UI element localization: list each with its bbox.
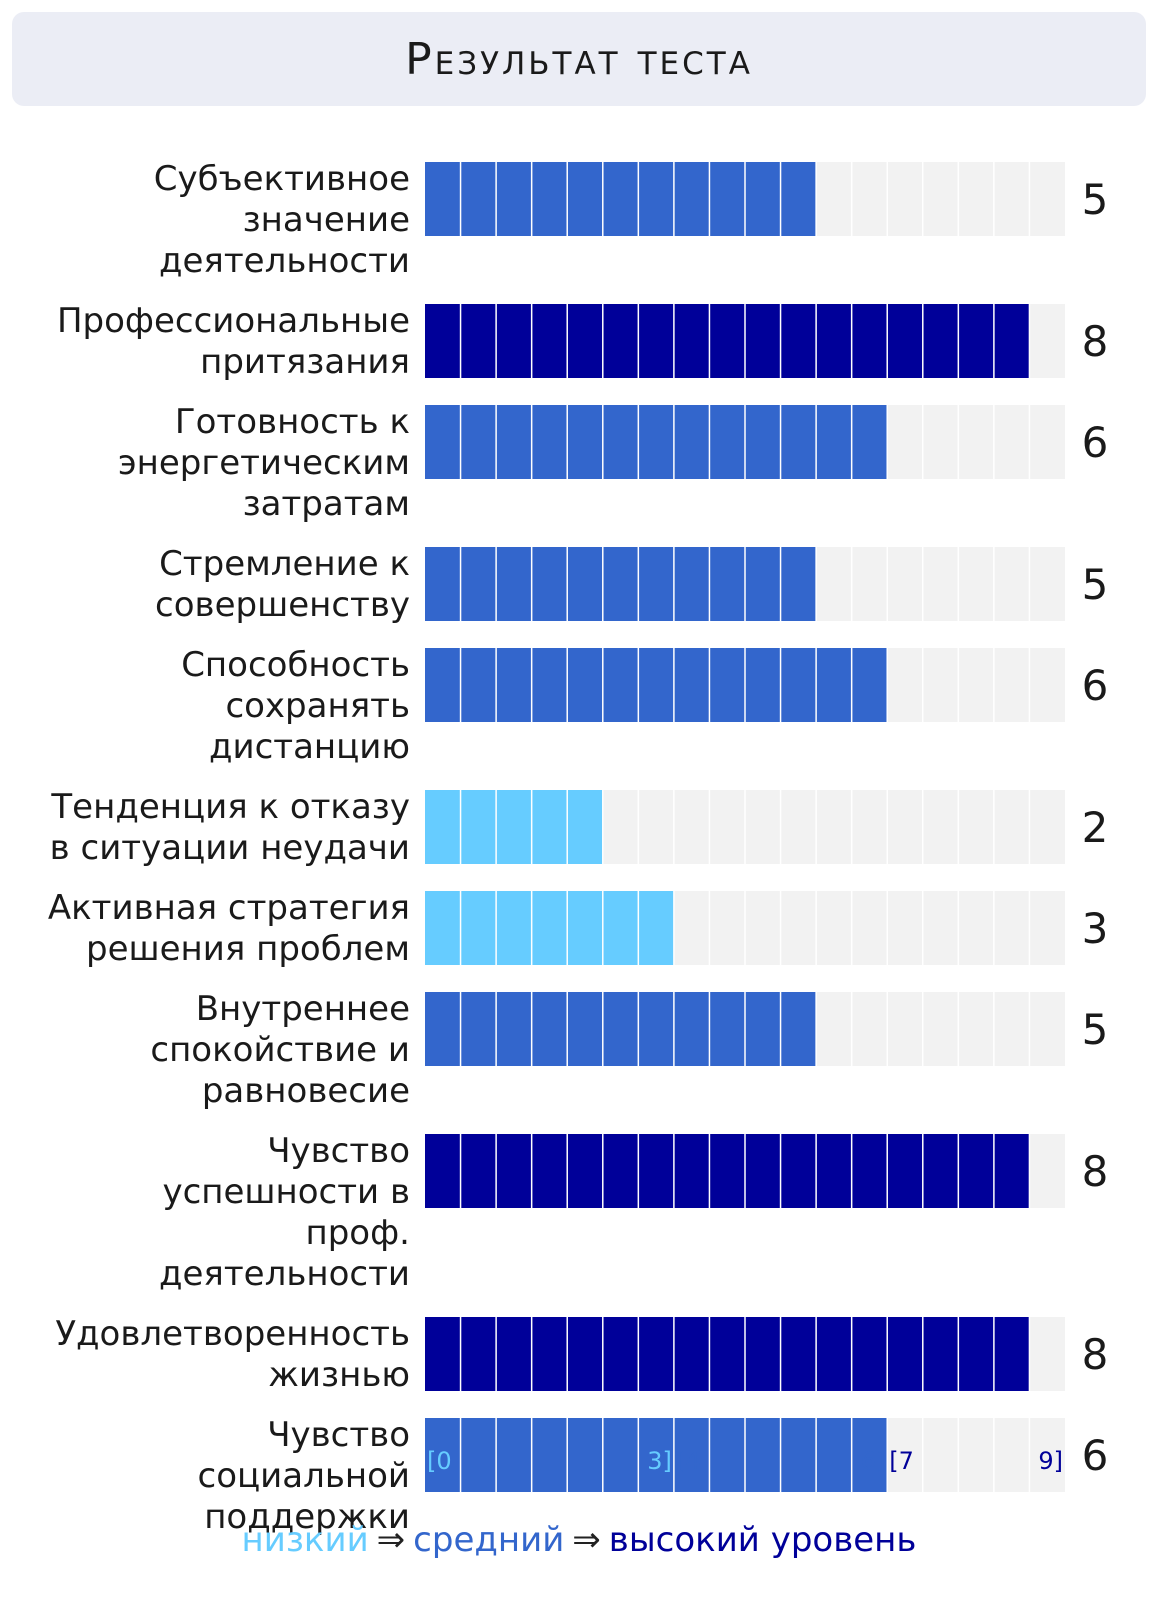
- legend-low: низкий: [241, 1520, 369, 1560]
- bar: [425, 405, 888, 479]
- value-label: 5: [1082, 560, 1109, 609]
- bar-label: проф.: [306, 1213, 411, 1253]
- bar: [425, 547, 817, 621]
- bar-label: дистанцию: [209, 727, 410, 767]
- scale-tick-label: [7: [889, 1447, 914, 1475]
- bar-label: деятельности: [159, 1254, 410, 1294]
- scale-tick-label: [4: [676, 1447, 701, 1475]
- scale-tick-label: 6]: [861, 1447, 886, 1475]
- page-title: Результат теста: [405, 33, 753, 85]
- bar-label: жизнью: [268, 1355, 410, 1395]
- result-header: Результат теста: [12, 12, 1146, 106]
- bar-label: Профессиональные: [57, 301, 410, 341]
- value-label: 3: [1082, 904, 1109, 953]
- bar-label: Удовлетворенность: [55, 1314, 410, 1354]
- bar-label: Стремление к: [159, 544, 410, 584]
- bar-label: Чувство: [267, 1131, 410, 1171]
- bar: [425, 790, 603, 864]
- bar: [425, 1134, 1030, 1208]
- bar-label: энергетическим: [118, 443, 410, 483]
- bar: [425, 1418, 888, 1492]
- bar-label: спокойствие и: [150, 1030, 410, 1070]
- legend-medium: средний: [413, 1520, 565, 1560]
- bar-label: притязания: [200, 342, 410, 382]
- legend-arrow-icon: ⇒: [376, 1520, 406, 1560]
- bar-label: совершенству: [155, 585, 410, 625]
- bar: [425, 992, 817, 1066]
- bar-label: Тенденция к отказу: [50, 787, 410, 827]
- bar-label: успешности в: [162, 1172, 410, 1212]
- bar: [425, 648, 888, 722]
- value-label: 6: [1082, 418, 1109, 467]
- bar-label: затратам: [243, 484, 410, 524]
- scale-tick-label: 3]: [647, 1447, 672, 1475]
- bar-label: социальной: [198, 1456, 410, 1496]
- value-label: 5: [1082, 175, 1109, 224]
- bar-label: Внутреннее: [196, 989, 410, 1029]
- bar-label: в ситуации неудачи: [50, 828, 410, 868]
- bar-label: поддержки: [204, 1497, 410, 1537]
- value-label: 5: [1082, 1005, 1109, 1054]
- bar: [425, 891, 674, 965]
- value-label: 6: [1082, 661, 1109, 710]
- value-label: 6: [1082, 1431, 1109, 1480]
- scale-tick-label: [0: [427, 1447, 452, 1475]
- bar: [425, 1317, 1030, 1391]
- bar-label: Активная стратегия: [48, 888, 410, 928]
- bar-label: Субъективное: [154, 159, 410, 199]
- value-label: 8: [1082, 317, 1109, 366]
- bar-label: решения проблем: [86, 929, 410, 969]
- level-legend: низкий ⇒ средний ⇒ высокий уровень: [0, 1520, 1158, 1560]
- bar-label: Готовность к: [175, 402, 410, 442]
- value-label: 8: [1082, 1147, 1109, 1196]
- bar-label: Способность: [181, 645, 410, 685]
- scale-tick-label: 9]: [1038, 1447, 1063, 1475]
- value-label: 8: [1082, 1330, 1109, 1379]
- bar: [425, 162, 817, 236]
- bar-label: равновесие: [202, 1071, 410, 1111]
- bar: [425, 304, 1030, 378]
- bar-label: Чувство: [267, 1415, 410, 1455]
- bar-label: значение: [243, 200, 410, 240]
- value-label: 2: [1082, 803, 1109, 852]
- bar-label: сохранять: [225, 686, 410, 726]
- bar-label: деятельности: [159, 241, 410, 281]
- legend-high: высокий уровень: [608, 1520, 917, 1560]
- legend-arrow-icon: ⇒: [572, 1520, 601, 1560]
